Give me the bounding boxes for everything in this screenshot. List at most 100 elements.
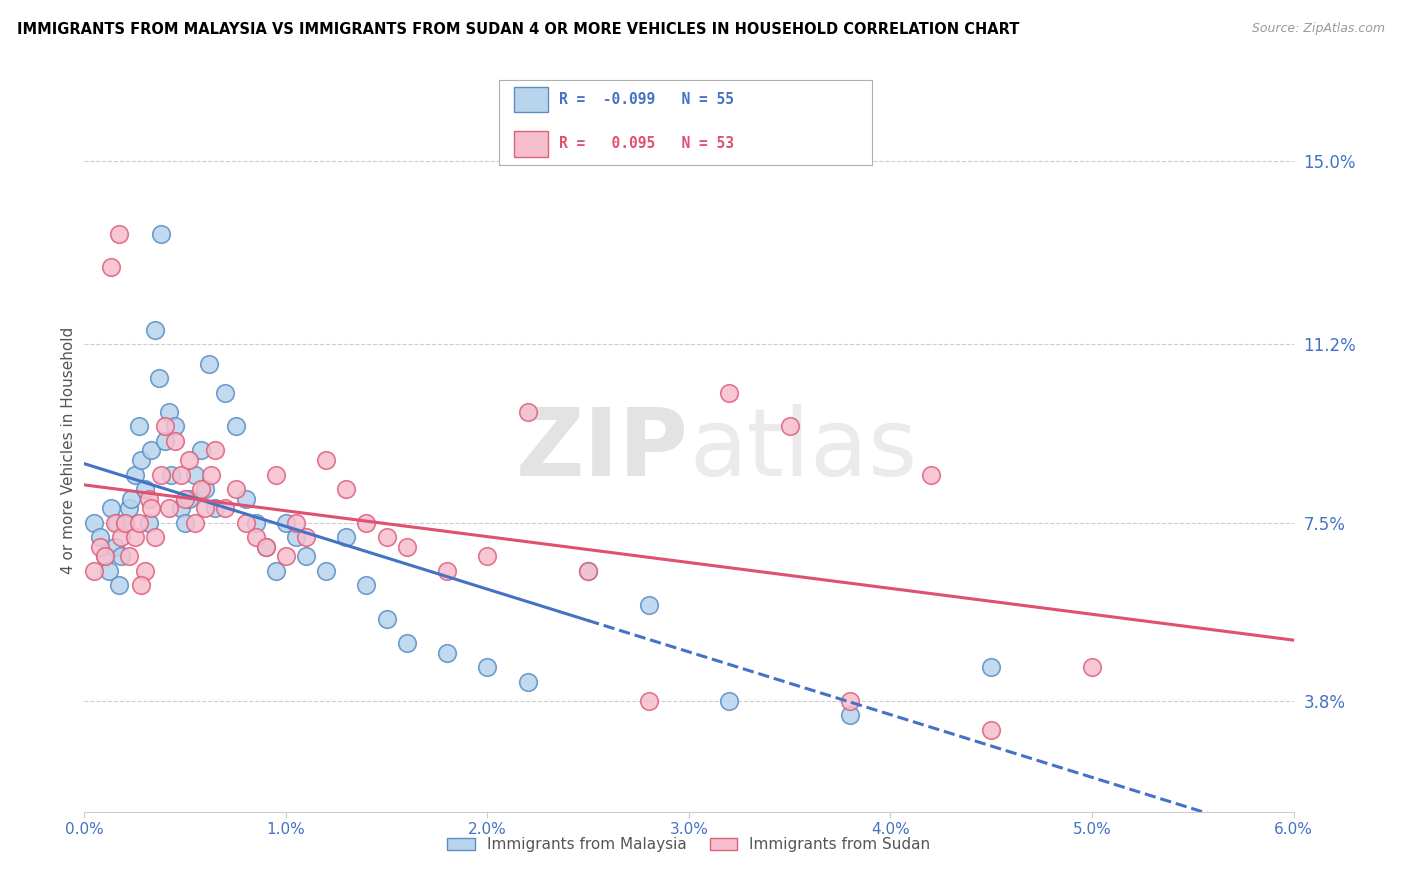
Point: [254, 540, 277, 554]
Point: [1081, 660, 1104, 674]
Point: [139, 443, 162, 458]
Point: [148, 371, 170, 385]
Point: [576, 564, 599, 578]
Point: [129, 453, 152, 467]
Text: atlas: atlas: [689, 404, 917, 497]
Point: [100, 260, 122, 275]
Point: [184, 467, 207, 482]
Point: [129, 578, 152, 592]
Point: [97, 564, 120, 578]
Point: [157, 501, 180, 516]
Point: [160, 467, 183, 482]
Point: [194, 501, 217, 516]
Point: [274, 549, 297, 564]
Point: [839, 694, 862, 708]
Point: [284, 516, 308, 530]
Point: [83, 564, 105, 578]
Point: [194, 482, 217, 496]
Point: [315, 564, 337, 578]
Point: [93, 549, 115, 564]
Point: [516, 674, 538, 689]
Point: [576, 564, 599, 578]
Point: [516, 405, 538, 419]
Point: [637, 598, 659, 612]
Point: [274, 516, 297, 530]
Point: [128, 516, 150, 530]
Point: [107, 227, 129, 241]
Point: [477, 660, 499, 674]
Point: [214, 385, 236, 400]
Point: [295, 549, 318, 564]
Point: [436, 564, 458, 578]
Point: [436, 646, 458, 660]
Point: [179, 453, 201, 467]
Point: [157, 405, 180, 419]
Point: [114, 516, 136, 530]
Point: [89, 540, 111, 554]
Bar: [515, 131, 547, 157]
Point: [356, 516, 378, 530]
Point: [107, 578, 129, 592]
Point: [637, 694, 659, 708]
Point: [89, 530, 111, 544]
Y-axis label: 4 or more Vehicles in Household: 4 or more Vehicles in Household: [60, 326, 76, 574]
Point: [114, 516, 136, 530]
Legend: Immigrants from Malaysia, Immigrants from Sudan: Immigrants from Malaysia, Immigrants fro…: [441, 831, 936, 858]
Point: [134, 564, 156, 578]
Point: [174, 491, 197, 506]
Point: [295, 530, 318, 544]
Point: [335, 530, 357, 544]
Point: [128, 419, 150, 434]
Point: [375, 612, 398, 626]
Point: [395, 636, 418, 650]
Point: [198, 357, 221, 371]
Bar: [515, 87, 547, 112]
Point: [214, 501, 236, 516]
Text: IMMIGRANTS FROM MALAYSIA VS IMMIGRANTS FROM SUDAN 4 OR MORE VEHICLES IN HOUSEHOL: IMMIGRANTS FROM MALAYSIA VS IMMIGRANTS F…: [17, 22, 1019, 37]
Point: [254, 540, 277, 554]
Point: [124, 530, 146, 544]
Point: [153, 419, 176, 434]
Point: [200, 467, 222, 482]
Point: [225, 482, 247, 496]
Point: [245, 516, 267, 530]
Point: [120, 491, 142, 506]
Point: [179, 491, 201, 506]
Point: [118, 549, 141, 564]
Point: [139, 501, 162, 516]
Point: [93, 549, 115, 564]
Point: [124, 467, 146, 482]
Point: [284, 530, 308, 544]
Point: [335, 482, 357, 496]
Point: [356, 578, 378, 592]
Point: [477, 549, 499, 564]
Point: [100, 501, 122, 516]
Point: [204, 501, 226, 516]
Text: R =  -0.099   N = 55: R = -0.099 N = 55: [558, 92, 734, 107]
Point: [225, 419, 247, 434]
Point: [170, 467, 193, 482]
Text: ZIP: ZIP: [516, 404, 689, 497]
Point: [143, 323, 166, 337]
Point: [149, 227, 172, 241]
Point: [165, 434, 187, 448]
Point: [105, 516, 128, 530]
Point: [174, 516, 197, 530]
Point: [104, 540, 127, 554]
Point: [104, 516, 127, 530]
Point: [138, 491, 160, 506]
Point: [190, 443, 212, 458]
Point: [110, 549, 132, 564]
Point: [110, 530, 132, 544]
Point: [153, 434, 176, 448]
Point: [143, 530, 166, 544]
Point: [980, 723, 1002, 737]
Point: [264, 564, 287, 578]
Point: [204, 443, 226, 458]
Point: [83, 516, 105, 530]
Text: R =   0.095   N = 53: R = 0.095 N = 53: [558, 136, 734, 152]
Point: [779, 419, 801, 434]
Point: [235, 491, 257, 506]
Point: [264, 467, 287, 482]
Point: [184, 516, 207, 530]
